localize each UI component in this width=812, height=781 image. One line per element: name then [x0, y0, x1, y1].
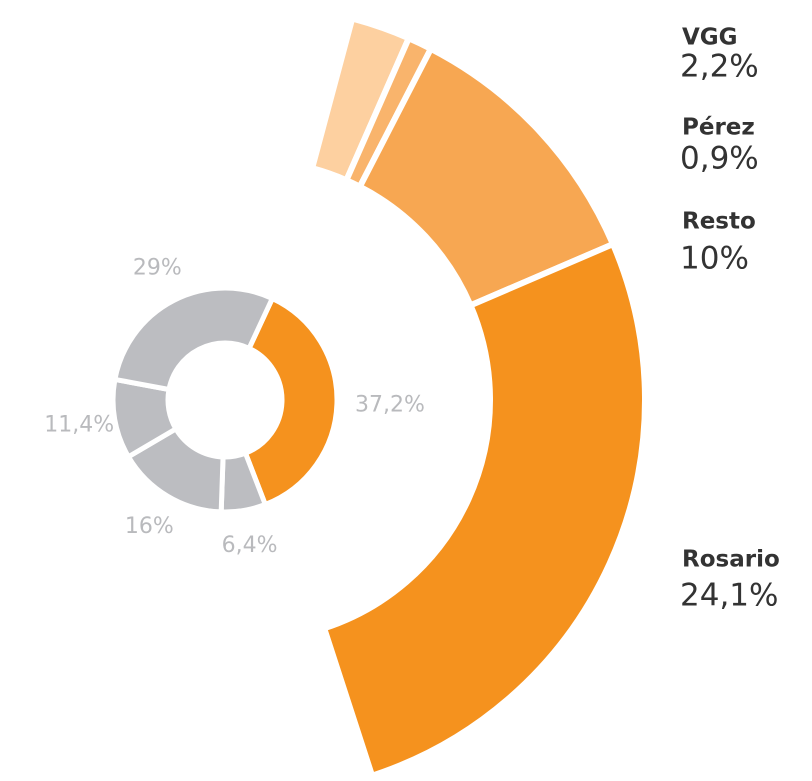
breakdown-name: Resto	[682, 209, 756, 235]
breakdown-value: 24,1%	[680, 578, 778, 614]
breakdown-segment	[320, 240, 648, 780]
breakdown-name: VGG	[682, 25, 738, 51]
donut-label: 37,2%	[355, 393, 425, 418]
donut-segment	[242, 295, 340, 508]
donut-segment	[111, 285, 276, 393]
breakdown-value: 2,2%	[680, 49, 759, 85]
donut-label: 6,4%	[222, 533, 278, 558]
breakdown-name: Rosario	[682, 547, 780, 573]
breakdown-value: 0,9%	[680, 141, 759, 177]
donut-label: 11,4%	[44, 412, 114, 437]
donut-label: 29%	[133, 255, 182, 280]
breakdown-value: 10%	[680, 241, 749, 277]
breakdown-name: Pérez	[682, 115, 755, 141]
donut-label: 16%	[125, 514, 174, 539]
